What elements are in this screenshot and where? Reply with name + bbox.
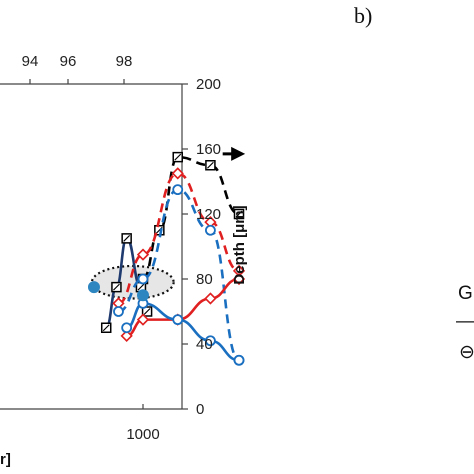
series-6-point-1 bbox=[137, 289, 149, 302]
y-tick-label-80: 80 bbox=[196, 271, 213, 288]
series-3-point-2 bbox=[172, 184, 184, 196]
series-3-point-0 bbox=[113, 306, 124, 317]
series-3-point-3 bbox=[205, 224, 216, 236]
series-5-point-3 bbox=[205, 335, 216, 347]
y-tick-label-160: 160 bbox=[196, 141, 221, 158]
series-1-point-3-slash bbox=[137, 283, 145, 291]
ticks-layer bbox=[29, 79, 188, 410]
x-top-tick-label-94: 94 bbox=[22, 53, 39, 70]
series-1-point-4-slash bbox=[143, 308, 151, 315]
panel-b-fragment-dash: — bbox=[456, 311, 474, 332]
series-1-point-2-slash bbox=[123, 234, 131, 242]
series-2-line bbox=[117, 172, 240, 305]
panel-b-label: b) bbox=[354, 3, 372, 28]
x-top-tick-label-96: 96 bbox=[60, 53, 77, 70]
series-0-point-3-slash bbox=[206, 161, 214, 169]
series-2-point-1 bbox=[136, 248, 150, 261]
series-3-point-1 bbox=[137, 273, 149, 285]
series-5-point-2 bbox=[172, 314, 184, 326]
x-axis-title-fragment: r] bbox=[0, 451, 11, 468]
annotation-arrow-head bbox=[231, 146, 246, 161]
series-0-point-2-slash bbox=[174, 153, 182, 161]
series-5-point-0 bbox=[121, 322, 133, 334]
series-4-point-0 bbox=[120, 329, 133, 343]
x-bottom-tick-label-1000: 1000 bbox=[126, 426, 159, 443]
series-4-point-4 bbox=[232, 272, 246, 286]
series-6-point-0 bbox=[87, 281, 100, 294]
series-layer bbox=[87, 151, 246, 366]
series-4-point-1 bbox=[136, 313, 150, 326]
series-0-line bbox=[142, 155, 240, 281]
panel-b-fragment-circle: ⊖ bbox=[459, 342, 474, 363]
y-axis-title: Depth [μm] bbox=[231, 205, 248, 284]
y-tick-label-120: 120 bbox=[196, 206, 221, 223]
series-2-point-2 bbox=[171, 167, 184, 180]
y-tick-label-40: 40 bbox=[196, 336, 213, 353]
y-tick-label-0: 0 bbox=[196, 401, 204, 418]
labels-layer: 0 40 80 120 160 200 94 96 98 1000 bbox=[22, 53, 221, 443]
panel-b-fragment-g: G bbox=[458, 283, 473, 304]
series-0-point-4-slash bbox=[235, 210, 243, 218]
series-1-point-0-slash bbox=[102, 324, 110, 332]
series-5-point-4 bbox=[233, 354, 245, 366]
x-top-tick-label-98: 98 bbox=[116, 53, 133, 70]
y-tick-label-200: 200 bbox=[196, 76, 221, 93]
series-4-point-3 bbox=[204, 292, 217, 305]
series-1-point-1-slash bbox=[113, 283, 120, 291]
